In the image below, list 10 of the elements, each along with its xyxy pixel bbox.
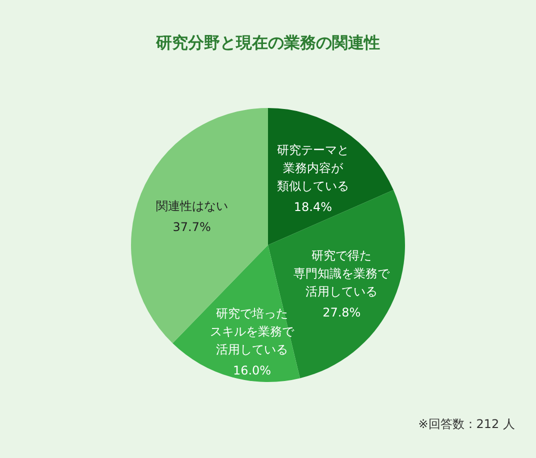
data-label: 37.7%	[172, 220, 211, 234]
data-label: 27.8%	[322, 306, 361, 320]
text: ※回答数：212 人	[418, 417, 515, 431]
chart-title: 研究分野と現在の業務の関連性	[155, 33, 380, 52]
slice-label: 研究で培ったスキルを業務で活用している	[210, 306, 294, 357]
slice-label: 研究で得た専門知識を業務で活用している	[294, 248, 390, 299]
data-label: 18.4%	[294, 200, 332, 214]
slice-label: 研究テーマと業務内容が類似している	[276, 143, 349, 194]
slice-label: 関連性はない	[156, 199, 228, 214]
data-label: 16.0%	[232, 364, 272, 378]
